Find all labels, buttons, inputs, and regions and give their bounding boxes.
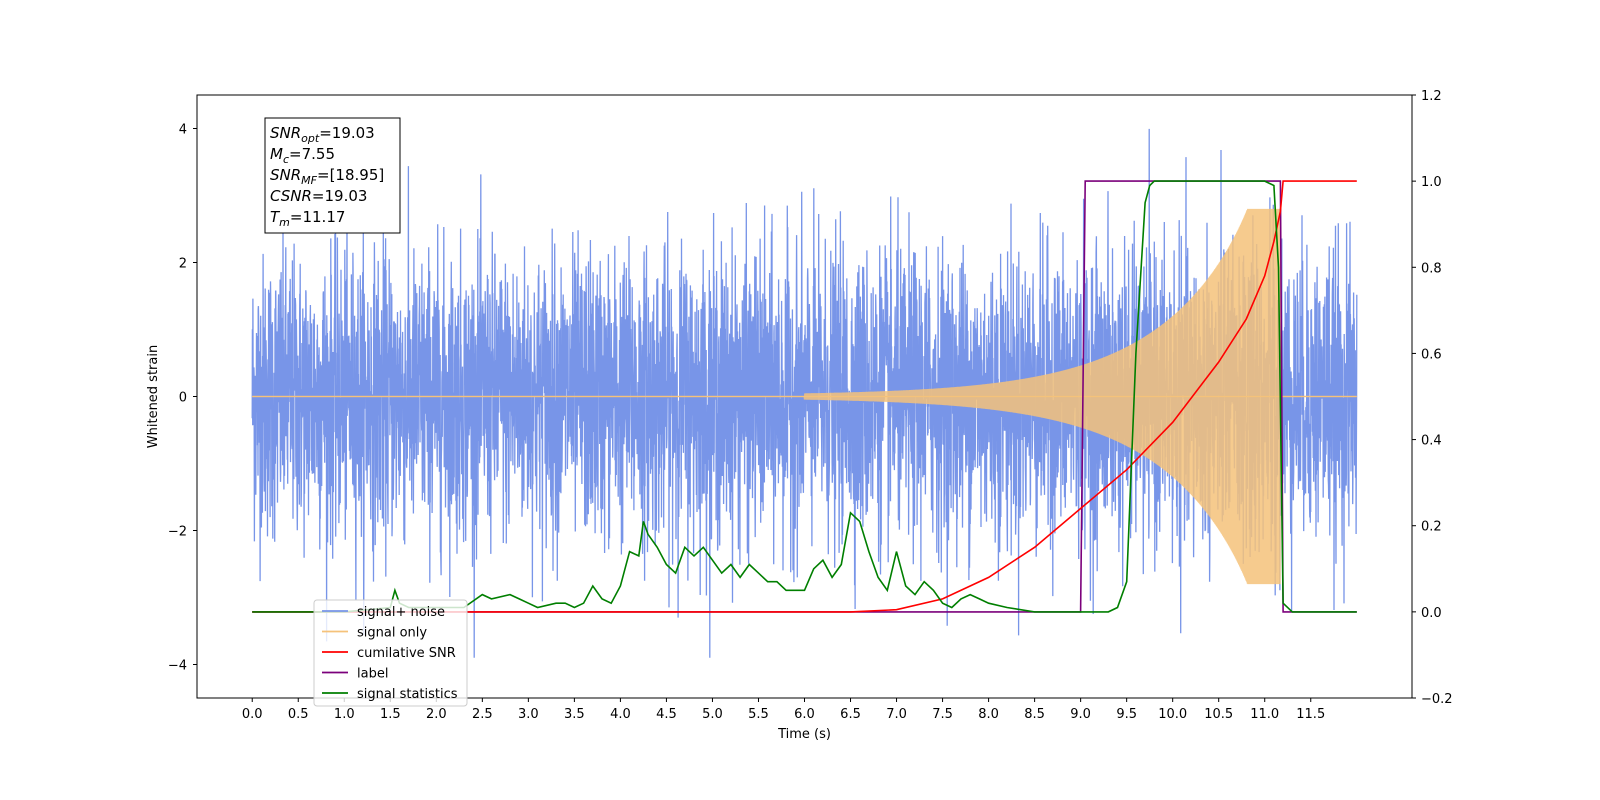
x-tick-label: 3.5 <box>564 707 585 722</box>
y-tick-label-right: 0.4 <box>1421 434 1442 449</box>
legend-frame <box>313 599 468 707</box>
y-axis-label-left: Whitened strain <box>146 345 161 448</box>
x-tick-label: 6.5 <box>840 707 861 722</box>
y-tick-label-right: 0.8 <box>1421 261 1442 276</box>
annotation-frame <box>264 117 401 234</box>
x-tick-label: 8.5 <box>1024 707 1045 722</box>
series-signal-statistics <box>252 180 1357 613</box>
legend-entry: signal statistics <box>357 687 458 702</box>
legend-entry: label <box>357 667 388 682</box>
y-tick-label-left: −4 <box>168 659 187 674</box>
x-tick-label: 0.5 <box>288 707 309 722</box>
legend-entry: cumilative SNR <box>357 646 456 661</box>
x-tick-label: 1.0 <box>334 707 355 722</box>
x-tick-label: 7.0 <box>886 707 907 722</box>
y-tick-label-right: 1.0 <box>1421 175 1442 190</box>
y-tick-label-left: −2 <box>168 525 187 540</box>
x-tick-label: 9.5 <box>1116 707 1137 722</box>
x-tick-label: 6.0 <box>794 707 815 722</box>
y-tick-label-left: 2 <box>179 257 187 272</box>
x-tick-label: 5.5 <box>748 707 769 722</box>
annotation-line: SNRopt=19.03 <box>270 124 375 145</box>
y-tick-label-right: −0.2 <box>1421 692 1453 707</box>
x-axis-label: Time (s) <box>777 727 831 742</box>
annotation-line: Tm=11.17 <box>270 208 345 229</box>
annotation-line: SNRMF=[18.95] <box>270 166 384 187</box>
x-tick-label: 7.5 <box>932 707 953 722</box>
x-tick-label: 5.0 <box>702 707 723 722</box>
x-tick-label: 4.5 <box>656 707 677 722</box>
x-tick-label: 10.0 <box>1158 707 1187 722</box>
y-tick-label-left: 4 <box>179 123 187 138</box>
annotation-line: CSNR=19.03 <box>270 187 367 205</box>
x-tick-label: 4.0 <box>610 707 631 722</box>
x-axis: 0.0 0.5 1.0 1.5 2.0 2.5 3.0 3.5 4.0 4.5 5.0 5.5 6.0 6… <box>242 698 1325 722</box>
y-axis-right: 1.2 1.0 0.8 0.6 0.4 0.2 0.0 −0.2 <box>1412 89 1453 707</box>
y-tick-label-left: 0 <box>179 391 187 406</box>
x-tick-label: 11.0 <box>1250 707 1279 722</box>
x-tick-label: 11.5 <box>1296 707 1325 722</box>
legend-entry: signal only <box>357 626 427 641</box>
x-tick-label: 8.0 <box>978 707 999 722</box>
x-tick-label: 10.5 <box>1204 707 1233 722</box>
y-tick-label-right: 0.2 <box>1421 520 1442 535</box>
x-tick-label: 1.5 <box>380 707 401 722</box>
x-tick-label: 3.0 <box>518 707 539 722</box>
y-tick-label-right: 0.0 <box>1421 606 1442 621</box>
y-tick-label-right: 0.6 <box>1421 347 1442 362</box>
y-axis-left: 4 2 0 −2 −4 <box>168 123 197 674</box>
plot-area <box>251 128 1358 658</box>
annotation-box: SNRopt=19.03Mc=7.55SNRMF=[18.95]CSNR=19.… <box>264 117 401 234</box>
legend: signal+ noise signal only cumilative SNR la… <box>313 599 468 707</box>
legend-entry: signal+ noise <box>357 605 445 620</box>
series-cumulative-snr <box>252 180 1357 613</box>
y-tick-label-right: 1.2 <box>1421 89 1442 104</box>
annotation-line: Mc=7.55 <box>270 145 335 166</box>
x-tick-label: 2.5 <box>472 707 493 722</box>
x-tick-label: 0.0 <box>242 707 263 722</box>
x-tick-label: 2.0 <box>426 707 447 722</box>
x-tick-label: 9.0 <box>1070 707 1091 722</box>
